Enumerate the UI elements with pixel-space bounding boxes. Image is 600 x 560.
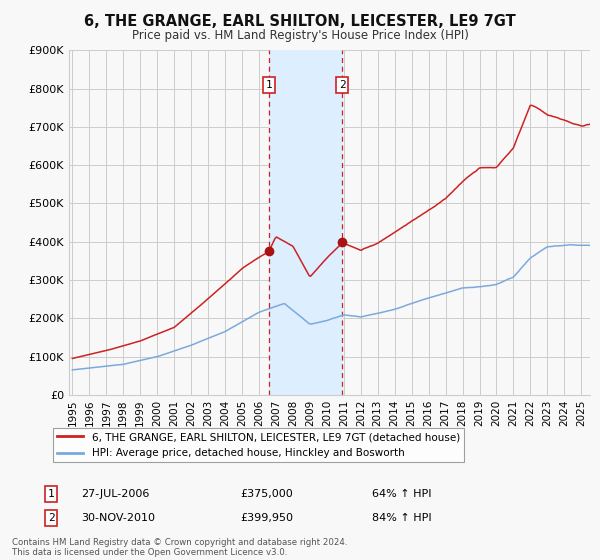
Text: 27-JUL-2006: 27-JUL-2006 bbox=[81, 489, 149, 499]
Text: Price paid vs. HM Land Registry's House Price Index (HPI): Price paid vs. HM Land Registry's House … bbox=[131, 29, 469, 42]
Text: 1: 1 bbox=[47, 489, 55, 499]
Text: 64% ↑ HPI: 64% ↑ HPI bbox=[372, 489, 431, 499]
Text: 2: 2 bbox=[47, 513, 55, 523]
Text: 1: 1 bbox=[265, 80, 272, 90]
Text: Contains HM Land Registry data © Crown copyright and database right 2024.
This d: Contains HM Land Registry data © Crown c… bbox=[12, 538, 347, 557]
Text: 6, THE GRANGE, EARL SHILTON, LEICESTER, LE9 7GT: 6, THE GRANGE, EARL SHILTON, LEICESTER, … bbox=[84, 14, 516, 29]
Text: 30-NOV-2010: 30-NOV-2010 bbox=[81, 513, 155, 523]
Text: 84% ↑ HPI: 84% ↑ HPI bbox=[372, 513, 431, 523]
Legend: 6, THE GRANGE, EARL SHILTON, LEICESTER, LE9 7GT (detached house), HPI: Average p: 6, THE GRANGE, EARL SHILTON, LEICESTER, … bbox=[53, 428, 464, 463]
Text: £399,950: £399,950 bbox=[240, 513, 293, 523]
Bar bbox=[269, 50, 342, 395]
Text: 2: 2 bbox=[339, 80, 346, 90]
Text: £375,000: £375,000 bbox=[240, 489, 293, 499]
